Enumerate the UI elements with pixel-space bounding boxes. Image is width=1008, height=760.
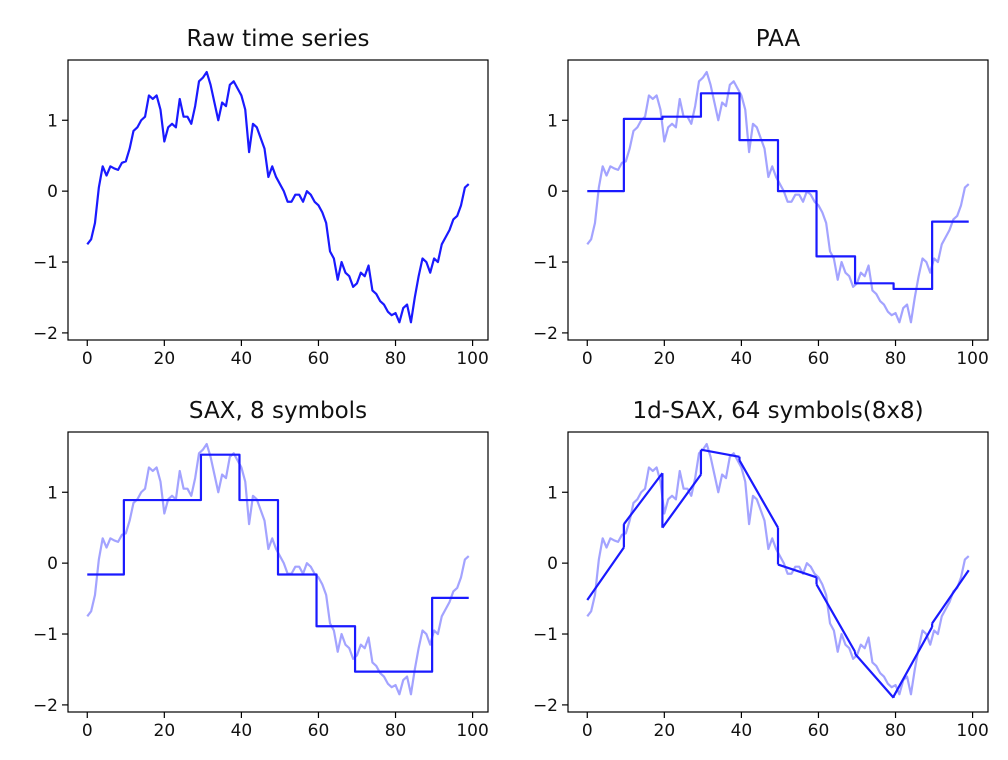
x-tick-label: 80 xyxy=(385,349,407,369)
x-tick-label: 20 xyxy=(654,721,676,741)
plot-area xyxy=(586,70,970,324)
y-tick-label: 1 xyxy=(47,483,58,503)
x-tick-label: 40 xyxy=(231,721,253,741)
axes-frame xyxy=(567,431,989,713)
y-tick-label: −2 xyxy=(533,696,558,716)
x-tick-label: 60 xyxy=(808,349,830,369)
chart-title: Raw time series xyxy=(186,26,369,52)
x-tick-label: 20 xyxy=(654,349,676,369)
x-tick-label: 0 xyxy=(82,721,93,741)
x-tick-label: 100 xyxy=(956,349,988,369)
x-tick-label: 0 xyxy=(582,721,593,741)
y-tick-label: 0 xyxy=(547,554,558,574)
chart-title: SAX, 8 symbols xyxy=(189,398,367,424)
x-tick-label: 100 xyxy=(456,721,488,741)
x-tick-label: 40 xyxy=(731,349,753,369)
axes-frame xyxy=(67,59,489,341)
y-tick-label: −2 xyxy=(33,324,58,344)
chart-title: PAA xyxy=(756,26,801,52)
raw-series-line-faded xyxy=(586,70,970,324)
panel-sax-8-symbols: SAX, 8 symbols 0 20 40 60 80 100 −2 −1 0 1 xyxy=(33,398,489,741)
y-tick-label: −2 xyxy=(33,696,58,716)
y-tick-label: −1 xyxy=(533,253,558,273)
x-tick-label: 40 xyxy=(231,349,253,369)
x-tick-label: 60 xyxy=(808,721,830,741)
step-series-line xyxy=(87,453,469,673)
axes-frame xyxy=(567,59,989,341)
x-tick-label: 60 xyxy=(308,349,330,369)
x-tick-label: 100 xyxy=(456,349,488,369)
plot-area xyxy=(586,442,970,699)
segment-series-line xyxy=(586,448,970,699)
y-tick-label: 0 xyxy=(47,554,58,574)
y-tick-label: −2 xyxy=(533,324,558,344)
x-tick-label: 80 xyxy=(885,349,907,369)
y-tick-label: 1 xyxy=(547,483,558,503)
chart-title: 1d-SAX, 64 symbols(8x8) xyxy=(632,398,923,424)
x-tick-label: 80 xyxy=(885,721,907,741)
axes-frame xyxy=(67,431,489,713)
panel-raw-time-series: Raw time series 0 20 40 60 80 100 −2 −1 0 1 xyxy=(33,26,489,369)
x-tick-label: 20 xyxy=(154,349,176,369)
panel-paa: PAA 0 20 40 60 80 100 −2 −1 0 1 xyxy=(533,26,989,369)
y-tick-label: 0 xyxy=(547,182,558,202)
x-tick-label: 0 xyxy=(582,349,593,369)
x-tick-label: 0 xyxy=(82,349,93,369)
x-tick-label: 80 xyxy=(385,721,407,741)
x-tick-label: 20 xyxy=(154,721,176,741)
x-tick-label: 100 xyxy=(956,721,988,741)
x-tick-label: 60 xyxy=(308,721,330,741)
raw-series-line-faded xyxy=(586,442,970,696)
panel-1d-sax-64-symbols: 1d-SAX, 64 symbols(8x8) 0 20 40 60 80 100 −2 −1 0… xyxy=(533,398,989,741)
step-series-line xyxy=(587,92,969,291)
y-tick-label: −1 xyxy=(33,625,58,645)
x-tick-label: 40 xyxy=(731,721,753,741)
y-tick-label: 1 xyxy=(47,111,58,131)
y-tick-label: −1 xyxy=(33,253,58,273)
raw-series-line xyxy=(86,70,470,324)
y-tick-label: 1 xyxy=(547,111,558,131)
y-tick-label: 0 xyxy=(47,182,58,202)
plot-area xyxy=(86,70,470,324)
plot-area xyxy=(86,442,470,696)
y-tick-label: −1 xyxy=(533,625,558,645)
